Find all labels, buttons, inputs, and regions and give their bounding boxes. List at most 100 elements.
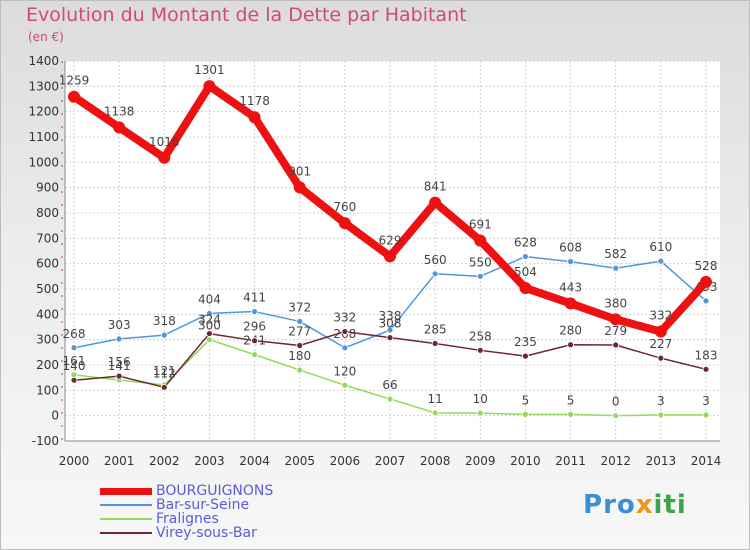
data-point	[564, 297, 577, 310]
data-point	[431, 409, 439, 417]
data-point	[431, 340, 439, 347]
data-label: 332	[649, 309, 672, 323]
data-label: 183	[695, 348, 718, 362]
legend-swatch	[100, 532, 152, 534]
data-point	[115, 335, 123, 343]
data-label: 338	[379, 309, 402, 323]
y-tick-label: 1400	[28, 54, 59, 68]
data-point	[386, 395, 394, 403]
data-point	[203, 80, 216, 93]
data-label: 610	[649, 240, 672, 254]
data-point	[206, 330, 213, 337]
data-label: 1301	[194, 63, 225, 77]
data-label: 303	[108, 318, 131, 332]
data-label: 121	[153, 364, 176, 378]
x-tick-label: 2013	[646, 454, 677, 468]
data-point	[612, 264, 620, 272]
data-label: 112	[153, 366, 176, 380]
data-label: 760	[333, 200, 356, 214]
data-label: 0	[612, 395, 620, 409]
data-point	[702, 365, 710, 373]
x-tick-label: 2004	[239, 454, 270, 468]
data-point	[612, 412, 620, 420]
legend-swatch	[100, 518, 152, 520]
data-point	[248, 111, 261, 124]
data-point	[296, 342, 304, 349]
data-label: 235	[514, 335, 537, 349]
legend-label: Fralignes	[156, 511, 219, 527]
y-tick-label: 800	[36, 206, 59, 220]
data-label: 66	[382, 378, 397, 392]
data-point	[384, 250, 396, 263]
data-point	[341, 344, 349, 352]
data-point	[341, 381, 349, 389]
x-tick-label: 2000	[59, 454, 90, 468]
data-point	[160, 331, 168, 339]
y-tick-label: 300	[36, 333, 59, 347]
data-label: 258	[469, 329, 492, 343]
legend-swatch	[100, 504, 152, 506]
y-tick-label: 0	[51, 409, 59, 423]
series-bourguignons: 1259 1138 1018 1301 1178 901 760 629 841 691 504 44…	[59, 63, 717, 338]
data-label: 279	[604, 324, 627, 338]
data-point	[386, 334, 394, 342]
data-point	[386, 326, 394, 334]
data-point	[567, 258, 574, 266]
data-label: 550	[469, 255, 492, 269]
data-label: 324	[198, 313, 221, 327]
data-point	[113, 121, 126, 134]
data-label: 560	[424, 253, 447, 267]
data-point	[519, 281, 532, 294]
x-tick-label: 2001	[104, 454, 135, 468]
data-label: 372	[288, 300, 311, 314]
data-label: 411	[243, 291, 266, 305]
y-tick-label: 400	[36, 307, 59, 321]
data-point	[341, 328, 349, 335]
data-point	[70, 344, 78, 352]
data-point	[522, 410, 529, 418]
data-point	[476, 346, 484, 354]
logo-letter: t	[663, 490, 677, 520]
data-label: 10	[473, 392, 488, 406]
data-point	[296, 318, 304, 325]
y-tick-label: 200	[36, 358, 59, 372]
y-tick-label: 1000	[28, 155, 59, 169]
x-tick-label: 2010	[510, 454, 541, 468]
x-tick-label: 2007	[375, 454, 406, 468]
data-point	[612, 341, 620, 349]
data-point	[567, 341, 574, 349]
data-point	[657, 257, 665, 265]
data-label: 180	[288, 349, 311, 363]
data-point	[251, 351, 258, 359]
data-label: 3	[702, 394, 710, 408]
legend-label: BOURGUIGNONS	[156, 483, 274, 499]
logo-letter: x	[635, 490, 654, 520]
legend-label: Bar-sur-Seine	[156, 497, 250, 513]
data-point	[251, 337, 258, 345]
data-point	[68, 90, 80, 103]
data-label: 404	[198, 292, 221, 306]
data-point	[293, 181, 306, 194]
data-label: 5	[567, 393, 575, 407]
y-tick-label: 1300	[28, 79, 59, 93]
data-label: 629	[379, 233, 402, 247]
data-label: 268	[63, 327, 86, 341]
data-point	[206, 309, 213, 317]
y-tick-label: 1100	[28, 130, 59, 144]
data-label: 227	[649, 337, 672, 351]
y-tick-label: 700	[36, 231, 59, 245]
logo-letter: P	[583, 490, 604, 520]
data-point	[115, 372, 123, 380]
logo-letter: o	[616, 490, 636, 520]
data-label: 608	[559, 241, 582, 255]
data-label: 628	[514, 236, 537, 250]
data-point	[700, 275, 712, 288]
x-tick-label: 2003	[194, 454, 225, 468]
series-virey-sous-bar: 140 156 112 324 296 277 332 308 285 258 235 280 279 2…	[63, 311, 718, 391]
data-label: 841	[424, 180, 447, 194]
data-point	[657, 354, 665, 362]
data-point	[476, 272, 484, 280]
x-tick-label: 2006	[330, 454, 361, 468]
data-label: 140	[63, 359, 86, 373]
